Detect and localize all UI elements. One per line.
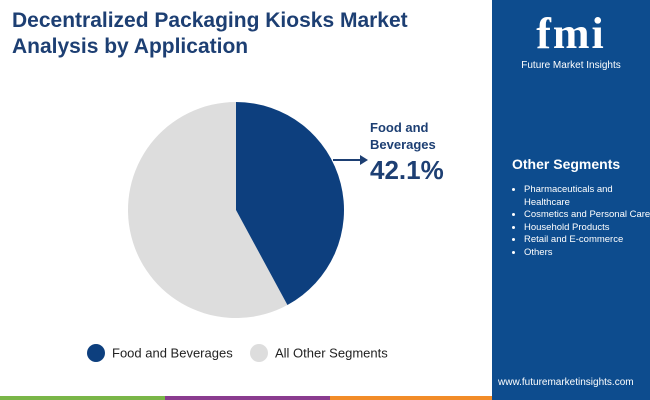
annotation-value: 42.1%	[370, 155, 444, 185]
annotation-label: Food and Beverages	[370, 120, 436, 152]
chart: All Other Segments Food and Beverages	[0, 102, 492, 400]
chart-title: Decentralized Packaging Kiosks Market An…	[12, 9, 408, 58]
segment-item: Pharmaceuticals and Healthcare	[524, 184, 650, 209]
legend-marker	[250, 344, 268, 362]
pie-slice	[127, 102, 288, 319]
segment-list: Pharmaceuticals and HealthcareCosmetics …	[510, 184, 650, 259]
segment-item: Cosmetics and Personal Care	[524, 209, 650, 222]
website: www.futuremarketinsights.com	[498, 377, 634, 388]
footer-bar	[0, 396, 165, 400]
annotation-arrowhead	[360, 155, 368, 165]
sidebar-heading: Other Segments	[512, 156, 621, 172]
legend-marker	[87, 344, 105, 362]
legend-label: Food and Beverages	[112, 345, 233, 360]
footer-bar	[165, 396, 330, 400]
pie-slice	[236, 102, 344, 305]
brand: Future Market Insights	[521, 60, 621, 71]
legend-label: All Other Segments	[275, 345, 388, 360]
sidebar: fmi Future Market Insights Other Segment…	[492, 0, 650, 400]
footer-bar	[330, 396, 492, 400]
segment-item: Others	[524, 247, 650, 260]
segment-item: Household Products	[524, 222, 650, 235]
segment-item: Retail and E-commerce	[524, 234, 650, 247]
logo: fmi	[536, 9, 606, 58]
